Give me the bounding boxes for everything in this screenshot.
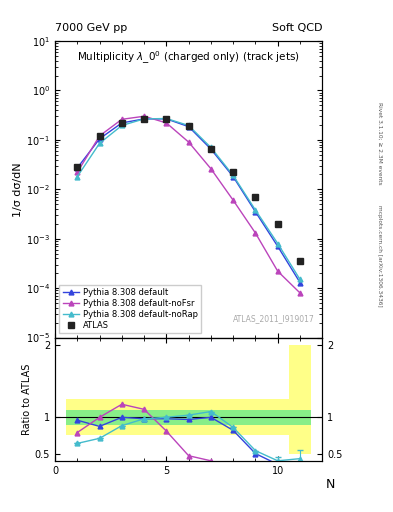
Pythia 8.308 default [97, 136, 102, 142]
Pythia 8.308 default-noRap [119, 122, 124, 129]
Pythia 8.308 default-noFsr [231, 197, 235, 203]
Pythia 8.308 default-noRap [164, 115, 169, 121]
Legend: Pythia 8.308 default, Pythia 8.308 default-noFsr, Pythia 8.308 default-noRap, AT: Pythia 8.308 default, Pythia 8.308 defau… [59, 285, 201, 333]
Pythia 8.308 default-noRap [186, 122, 191, 129]
Pythia 8.308 default-noFsr [298, 290, 302, 296]
Text: Multiplicity $\lambda\_0^0$ (charged only) (track jets): Multiplicity $\lambda\_0^0$ (charged onl… [77, 50, 300, 67]
Line: Pythia 8.308 default-noRap: Pythia 8.308 default-noRap [75, 116, 303, 282]
ATLAS [275, 221, 280, 227]
ATLAS [119, 120, 124, 126]
ATLAS [164, 115, 169, 121]
Pythia 8.308 default-noFsr [253, 230, 258, 236]
Pythia 8.308 default-noFsr [209, 166, 213, 172]
ATLAS [142, 115, 147, 121]
Pythia 8.308 default-noRap [253, 207, 258, 213]
Pythia 8.308 default-noFsr [142, 113, 147, 119]
Pythia 8.308 default-noRap [275, 241, 280, 247]
Pythia 8.308 default [119, 120, 124, 126]
Pythia 8.308 default [275, 243, 280, 249]
Text: Rivet 3.1.10; ≥ 2.3M events: Rivet 3.1.10; ≥ 2.3M events [377, 102, 382, 185]
Pythia 8.308 default [75, 165, 80, 171]
Y-axis label: 1/σ dσ/dN: 1/σ dσ/dN [13, 162, 23, 217]
Pythia 8.308 default-noRap [231, 173, 235, 179]
Pythia 8.308 default-noRap [298, 276, 302, 283]
Text: 7000 GeV pp: 7000 GeV pp [55, 23, 127, 33]
ATLAS [186, 123, 191, 129]
Text: ATLAS_2011_I919017: ATLAS_2011_I919017 [233, 314, 314, 323]
ATLAS [253, 194, 258, 200]
Pythia 8.308 default [231, 174, 235, 180]
Pythia 8.308 default-noFsr [186, 139, 191, 145]
Pythia 8.308 default-noRap [142, 116, 147, 122]
Pythia 8.308 default [209, 146, 213, 152]
Pythia 8.308 default-noFsr [75, 169, 80, 176]
Line: Pythia 8.308 default: Pythia 8.308 default [75, 117, 303, 285]
ATLAS [209, 146, 213, 152]
Pythia 8.308 default-noFsr [119, 116, 124, 122]
Pythia 8.308 default-noRap [75, 174, 80, 180]
Pythia 8.308 default [253, 209, 258, 215]
Pythia 8.308 default [164, 116, 169, 122]
Pythia 8.308 default-noRap [209, 144, 213, 151]
Pythia 8.308 default-noFsr [97, 133, 102, 139]
X-axis label: N: N [325, 478, 335, 491]
Pythia 8.308 default-noRap [97, 140, 102, 146]
ATLAS [97, 133, 102, 139]
Text: Soft QCD: Soft QCD [272, 23, 322, 33]
ATLAS [231, 169, 235, 176]
Text: mcplots.cern.ch [arXiv:1306.3436]: mcplots.cern.ch [arXiv:1306.3436] [377, 205, 382, 307]
Pythia 8.308 default [186, 123, 191, 130]
Y-axis label: Ratio to ATLAS: Ratio to ATLAS [22, 364, 32, 435]
ATLAS [75, 164, 80, 170]
Pythia 8.308 default-noFsr [275, 268, 280, 274]
Pythia 8.308 default [142, 116, 147, 122]
Line: Pythia 8.308 default-noFsr: Pythia 8.308 default-noFsr [75, 114, 303, 295]
Pythia 8.308 default-noFsr [164, 120, 169, 126]
Pythia 8.308 default [298, 280, 302, 286]
ATLAS [298, 258, 302, 264]
Line: ATLAS: ATLAS [74, 115, 303, 264]
